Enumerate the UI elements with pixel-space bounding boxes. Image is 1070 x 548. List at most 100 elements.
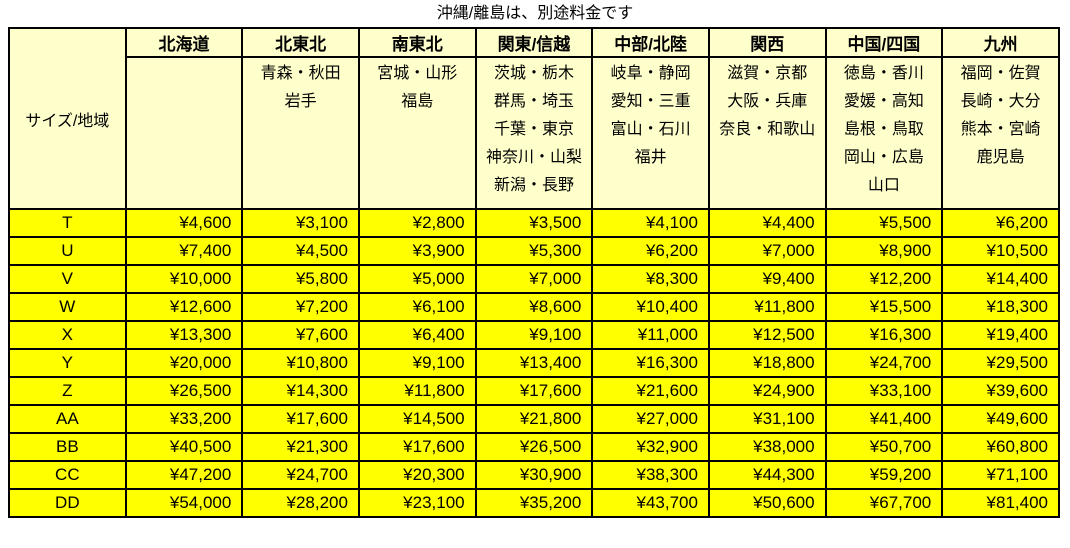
price-cell: ¥3,900 xyxy=(357,236,477,266)
prefecture-line: 岐阜・静岡 xyxy=(610,65,691,82)
prefecture-cell: 徳島・香川 愛媛・高知 島根・鳥取 岡山・広島 山口 xyxy=(824,56,944,210)
price-cell: ¥50,600 xyxy=(707,488,827,518)
prefecture-row: 青森・秋田 岩手 宮城・山形 福島 茨城・栃木 群馬・埼玉 千葉・東京 神奈川・山梨 新潟・長野… xyxy=(9,56,1060,210)
prefecture-cell: 滋賀・京都 大阪・兵庫 奈良・和歌山 xyxy=(707,56,827,210)
price-cell: ¥4,600 xyxy=(124,208,244,238)
price-cell: ¥29,500 xyxy=(941,348,1060,378)
price-cell: ¥7,200 xyxy=(241,292,360,322)
price-cell: ¥6,200 xyxy=(941,208,1060,238)
prefecture-line: 愛媛・高知 xyxy=(843,93,924,110)
price-cell: ¥6,200 xyxy=(591,236,710,266)
corner-cell: サイズ/地域 xyxy=(8,27,127,210)
prefecture-line: 宮城・山形 xyxy=(377,65,458,82)
price-cell: ¥19,400 xyxy=(941,320,1060,350)
price-cell: ¥44,300 xyxy=(707,460,827,490)
price-cell: ¥20,300 xyxy=(357,460,477,490)
prefecture-line: 福島 xyxy=(401,93,434,110)
prefecture-line: 福岡・佐賀 xyxy=(960,65,1041,82)
price-cell: ¥5,300 xyxy=(474,236,594,266)
prefecture-line: 富山・石川 xyxy=(610,121,691,138)
price-cell: ¥18,800 xyxy=(707,348,827,378)
price-cell: ¥17,600 xyxy=(241,404,360,434)
price-cell: ¥21,800 xyxy=(474,404,594,434)
price-cell: ¥33,100 xyxy=(824,376,944,406)
size-cell: X xyxy=(8,320,127,350)
price-cell: ¥21,600 xyxy=(591,376,710,406)
price-cell: ¥24,700 xyxy=(241,460,360,490)
prefecture-cell: 茨城・栃木 群馬・埼玉 千葉・東京 神奈川・山梨 新潟・長野 xyxy=(474,56,594,210)
price-cell: ¥9,400 xyxy=(707,264,827,294)
table-row: W ¥12,600 ¥7,200 ¥6,100 ¥8,600 ¥10,400 ¥11,800… xyxy=(8,292,1060,322)
table-row: DD ¥54,000 ¥28,200 ¥23,100 ¥35,200 ¥43,700 ¥50… xyxy=(8,488,1060,518)
price-cell: ¥39,600 xyxy=(941,376,1060,406)
price-cell: ¥35,200 xyxy=(474,488,594,518)
price-cell: ¥17,600 xyxy=(474,376,594,406)
prefecture-cell: 岐阜・静岡愛知・三重富山・石川福井 xyxy=(591,56,710,210)
prefecture-line: 青森・秋田 xyxy=(260,65,341,82)
prefecture-line: 島根・鳥取 xyxy=(843,121,924,138)
prefecture-line: 奈良・和歌山 xyxy=(719,121,816,138)
size-cell: AA xyxy=(8,404,127,434)
price-cell: ¥10,000 xyxy=(124,264,244,294)
price-cell: ¥31,100 xyxy=(707,404,827,434)
price-cell: ¥12,600 xyxy=(124,292,244,322)
price-cell: ¥14,500 xyxy=(357,404,477,434)
table-row: U ¥7,400 ¥4,500 ¥3,900 ¥5,300 ¥6,200 ¥7,000 ¥8,… xyxy=(8,236,1060,266)
prefecture-line: 愛知・三重 xyxy=(610,93,691,110)
price-cell: ¥2,800 xyxy=(357,208,477,238)
prefecture-line: 大阪・兵庫 xyxy=(727,93,808,110)
region-header: 九州 xyxy=(941,27,1060,58)
prefecture-line: 新潟・長野 xyxy=(493,177,574,194)
prefecture-cell: 青森・秋田 岩手 xyxy=(241,56,360,210)
price-cell: ¥71,100 xyxy=(941,460,1060,490)
table-row: BB ¥40,500 ¥21,300 ¥17,600 ¥26,500 ¥32,900 ¥38… xyxy=(8,432,1060,462)
price-cell: ¥12,500 xyxy=(707,320,827,350)
price-cell: ¥10,500 xyxy=(941,236,1060,266)
table-row: CC ¥47,200 ¥24,700 ¥20,300 ¥30,900 ¥38,300 ¥44… xyxy=(8,460,1060,490)
price-cell: ¥5,500 xyxy=(824,208,944,238)
prefecture-cell xyxy=(124,56,244,210)
prefecture-line: 長崎・大分 xyxy=(960,93,1041,110)
size-cell: U xyxy=(8,236,127,266)
price-cell: ¥26,500 xyxy=(124,376,244,406)
region-header: 北東北 xyxy=(241,27,360,58)
prefecture-line: 山口 xyxy=(867,177,900,194)
price-cell: ¥49,600 xyxy=(941,404,1060,434)
prefecture-line: 福井 xyxy=(634,149,667,166)
region-header: 関東/信越 xyxy=(474,27,594,58)
price-cell: ¥40,500 xyxy=(124,432,244,462)
prefecture-line: 神奈川・山梨 xyxy=(485,149,582,166)
price-cell: ¥4,100 xyxy=(591,208,710,238)
price-cell: ¥23,100 xyxy=(357,488,477,518)
price-cell: ¥8,900 xyxy=(824,236,944,266)
prefecture-line: 群馬・埼玉 xyxy=(493,93,574,110)
prefecture-cell: 宮城・山形 福島 xyxy=(357,56,477,210)
size-cell: BB xyxy=(8,432,127,462)
size-cell: Z xyxy=(8,376,127,406)
page-title: 沖縄/離島は、別途料金です xyxy=(436,5,634,22)
table-row: Z ¥26,500 ¥14,300 ¥11,800 ¥17,600 ¥21,600 ¥24,… xyxy=(8,376,1060,406)
price-cell: ¥33,200 xyxy=(124,404,244,434)
prefecture-line: 徳島・香川 xyxy=(843,65,924,82)
table-row: T ¥4,600 ¥3,100 ¥2,800 ¥3,500 ¥4,100 ¥4,400 ¥5,… xyxy=(8,208,1060,238)
price-cell: ¥47,200 xyxy=(124,460,244,490)
price-cell: ¥50,700 xyxy=(824,432,944,462)
size-cell: Y xyxy=(8,348,127,378)
price-cell: ¥9,100 xyxy=(357,348,477,378)
table-row: X ¥13,300 ¥7,600 ¥6,400 ¥9,100 ¥11,000 ¥12,500… xyxy=(8,320,1060,350)
price-cell: ¥26,500 xyxy=(474,432,594,462)
prefecture-line: 岩手 xyxy=(284,93,317,110)
price-cell: ¥4,500 xyxy=(241,236,360,266)
price-cell: ¥27,000 xyxy=(591,404,710,434)
price-cell: ¥8,600 xyxy=(474,292,594,322)
price-cell: ¥60,800 xyxy=(941,432,1060,462)
prefecture-cell: 福岡・佐賀長崎・大分熊本・宮崎鹿児島 xyxy=(941,56,1060,210)
price-cell: ¥12,200 xyxy=(824,264,944,294)
prefecture-line: 熊本・宮崎 xyxy=(960,121,1041,138)
prefecture-line: 鹿児島 xyxy=(976,149,1025,166)
region-header-row: サイズ/地域 北海道 北東北 南東北 関東/信越 中部/北陸 関西 中国/四国 九州 xyxy=(8,27,1060,210)
price-cell: ¥38,000 xyxy=(707,432,827,462)
price-cell: ¥17,600 xyxy=(357,432,477,462)
price-cell: ¥20,000 xyxy=(124,348,244,378)
size-cell: T xyxy=(8,208,127,238)
